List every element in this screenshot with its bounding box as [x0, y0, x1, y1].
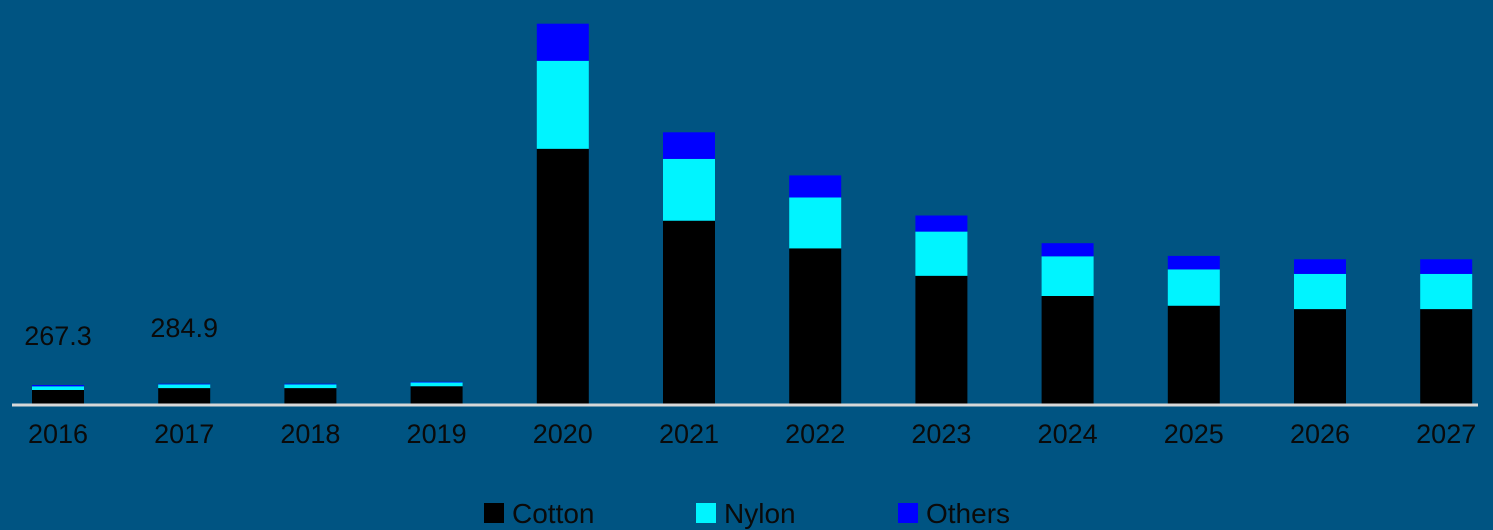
legend-label-nylon: Nylon	[724, 498, 796, 529]
bar-nylon-2023	[915, 231, 968, 276]
bar-nylon-2016	[32, 386, 84, 390]
bar-cotton-2023	[915, 275, 968, 405]
bar-others-2025	[1167, 255, 1220, 270]
bar-nylon-2024	[1041, 256, 1094, 296]
bar-others-2018	[284, 383, 337, 385]
legend: Cotton Nylon Others	[484, 498, 1010, 529]
bar-cotton-2016	[32, 390, 84, 405]
bar-cotton-2022	[789, 248, 842, 405]
bar-cotton-2021	[663, 220, 715, 405]
bar-others-2019	[410, 381, 463, 383]
x-tick-label-2019: 2019	[407, 419, 467, 449]
bar-others-2017	[158, 383, 211, 385]
bar-cotton-2024	[1041, 296, 1094, 405]
bar-cotton-2026	[1294, 309, 1346, 405]
bar-cotton-2019	[410, 386, 463, 405]
bar-nylon-2021	[663, 158, 715, 221]
bar-others-2020	[536, 23, 589, 61]
x-tick-labels: 2016 2017 2018 2019 2020 2021 2022 2023 2024 2025…	[28, 419, 1476, 449]
x-tick-label-2026: 2026	[1290, 419, 1350, 449]
bar-nylon-2020	[536, 60, 589, 149]
bar-nylon-2018	[284, 384, 337, 389]
x-tick-label-2021: 2021	[659, 419, 719, 449]
legend-swatch-others	[898, 503, 918, 523]
x-tick-label-2016: 2016	[28, 419, 88, 449]
bar-nylon-2019	[410, 382, 463, 387]
legend-label-others: Others	[926, 498, 1010, 529]
bars-group	[32, 23, 1473, 406]
legend-item-others: Others	[898, 498, 1010, 529]
legend-swatch-cotton	[484, 503, 504, 523]
legend-label-cotton: Cotton	[512, 498, 595, 529]
bar-nylon-2025	[1167, 269, 1220, 306]
bar-cotton-2017	[158, 388, 211, 405]
bar-nylon-2026	[1294, 273, 1346, 310]
bar-cotton-2027	[1420, 309, 1473, 405]
legend-swatch-nylon	[696, 503, 716, 523]
bar-cotton-2020	[536, 148, 589, 406]
legend-item-cotton: Cotton	[484, 498, 595, 529]
bar-cotton-2018	[284, 388, 337, 405]
x-tick-label-2023: 2023	[911, 419, 971, 449]
legend-item-nylon: Nylon	[696, 498, 796, 529]
x-tick-label-2024: 2024	[1038, 419, 1098, 449]
bar-nylon-2022	[789, 197, 842, 249]
bar-others-2024	[1041, 243, 1094, 257]
bar-nylon-2027	[1420, 273, 1473, 310]
x-tick-label-2022: 2022	[785, 419, 845, 449]
bar-nylon-2017	[158, 384, 211, 389]
bar-cotton-2025	[1167, 305, 1220, 406]
bar-others-2022	[789, 175, 842, 198]
x-tick-label-2017: 2017	[154, 419, 214, 449]
bar-others-2023	[915, 215, 968, 232]
bar-others-2016	[32, 385, 84, 387]
data-labels: 267.3 284.9	[24, 313, 218, 351]
bar-others-2027	[1420, 259, 1473, 274]
x-tick-label-2018: 2018	[280, 419, 340, 449]
data-label-2016: 267.3	[24, 321, 92, 351]
bar-others-2021	[663, 132, 715, 159]
bar-others-2026	[1294, 259, 1346, 274]
data-label-2017: 284.9	[150, 313, 218, 343]
x-tick-label-2027: 2027	[1416, 419, 1476, 449]
x-tick-label-2025: 2025	[1164, 419, 1224, 449]
x-tick-label-2020: 2020	[533, 419, 593, 449]
